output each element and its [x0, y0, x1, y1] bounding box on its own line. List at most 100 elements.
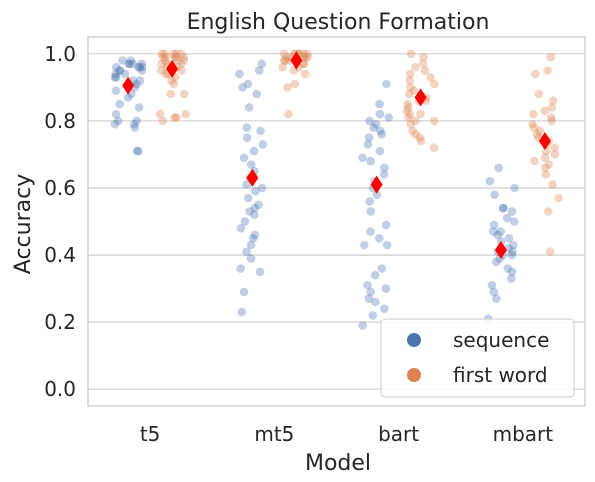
data-point — [176, 49, 186, 59]
data-point — [364, 133, 374, 142]
data-point — [242, 247, 251, 256]
y-tick-label: 0.0 — [44, 377, 76, 401]
data-point — [530, 156, 539, 166]
legend-label-sequence: sequence — [453, 328, 549, 352]
data-point — [550, 150, 560, 159]
mean-marker — [538, 132, 551, 150]
data-point — [249, 146, 259, 156]
y-tick-label: 0.6 — [44, 176, 76, 200]
data-point — [245, 207, 254, 216]
data-point — [548, 96, 558, 105]
mean-marker — [370, 175, 383, 194]
data-point — [181, 109, 190, 119]
data-point — [135, 62, 145, 72]
data-point — [375, 146, 385, 156]
data-point — [257, 183, 267, 193]
data-point — [279, 56, 289, 65]
mean-marker — [494, 241, 507, 259]
data-point — [179, 56, 188, 65]
data-point — [170, 52, 180, 62]
data-point — [406, 119, 416, 129]
data-point — [419, 52, 428, 62]
data-point — [132, 116, 141, 126]
data-point — [507, 250, 517, 260]
data-point — [409, 86, 419, 95]
data-point — [171, 52, 181, 62]
y-axis-label: Accuracy — [11, 174, 36, 274]
data-point — [544, 160, 554, 169]
data-point — [532, 130, 542, 139]
data-point — [284, 56, 293, 65]
data-point — [489, 220, 499, 230]
data-point — [125, 59, 134, 69]
data-point — [498, 203, 508, 213]
data-point — [372, 190, 382, 199]
data-point — [403, 99, 412, 109]
y-tick-label: 0.2 — [44, 310, 76, 334]
data-point — [258, 140, 268, 149]
data-point — [239, 287, 249, 297]
data-point — [430, 79, 439, 89]
data-point — [250, 210, 259, 220]
data-point — [426, 73, 435, 82]
data-point — [169, 79, 178, 89]
data-point — [540, 153, 550, 163]
x-tick-labels: t5 mt5 bart mbart — [140, 422, 553, 446]
mean-marker — [414, 88, 427, 107]
chart-title: English Question Formation — [187, 10, 490, 35]
data-point — [123, 93, 133, 102]
data-point — [115, 99, 125, 109]
data-point — [236, 223, 246, 233]
data-point — [531, 69, 540, 79]
data-point — [124, 59, 134, 69]
data-point — [303, 49, 312, 59]
data-point — [369, 123, 378, 132]
data-point — [429, 116, 439, 126]
data-point — [540, 106, 550, 116]
data-point — [254, 66, 264, 75]
data-point — [487, 280, 497, 290]
data-point — [420, 66, 430, 75]
data-point — [247, 160, 256, 169]
data-point — [176, 59, 186, 69]
data-point — [111, 86, 121, 95]
data-point — [550, 143, 560, 152]
data-point — [111, 62, 121, 72]
data-point — [161, 52, 171, 62]
data-point — [540, 163, 550, 173]
data-point — [172, 56, 182, 65]
data-point — [244, 103, 254, 112]
data-point — [235, 69, 244, 79]
data-point — [529, 109, 538, 119]
data-point — [129, 119, 139, 129]
data-point — [169, 49, 178, 59]
data-point — [404, 103, 413, 112]
data-point — [303, 52, 312, 62]
data-point — [111, 73, 121, 82]
data-point — [237, 307, 247, 317]
x-axis-label: Model — [305, 451, 371, 476]
data-point — [509, 217, 519, 226]
data-point — [429, 143, 439, 152]
data-point — [254, 200, 263, 209]
data-point — [375, 234, 384, 243]
x-tick-label: mbart — [493, 422, 554, 446]
data-point — [376, 126, 385, 136]
data-point — [405, 109, 415, 119]
data-point — [250, 203, 260, 213]
data-point — [375, 109, 385, 119]
legend-swatch-sequence — [407, 333, 421, 347]
data-point — [543, 207, 553, 216]
data-point — [535, 126, 545, 136]
data-point — [377, 264, 387, 273]
data-point — [161, 69, 171, 79]
data-point — [284, 109, 293, 119]
data-point — [546, 113, 556, 122]
data-point — [240, 217, 250, 226]
data-point — [507, 207, 517, 216]
data-point — [364, 294, 374, 304]
data-point — [246, 240, 256, 250]
data-point — [137, 62, 147, 72]
data-point — [381, 220, 391, 230]
data-point — [255, 267, 265, 277]
